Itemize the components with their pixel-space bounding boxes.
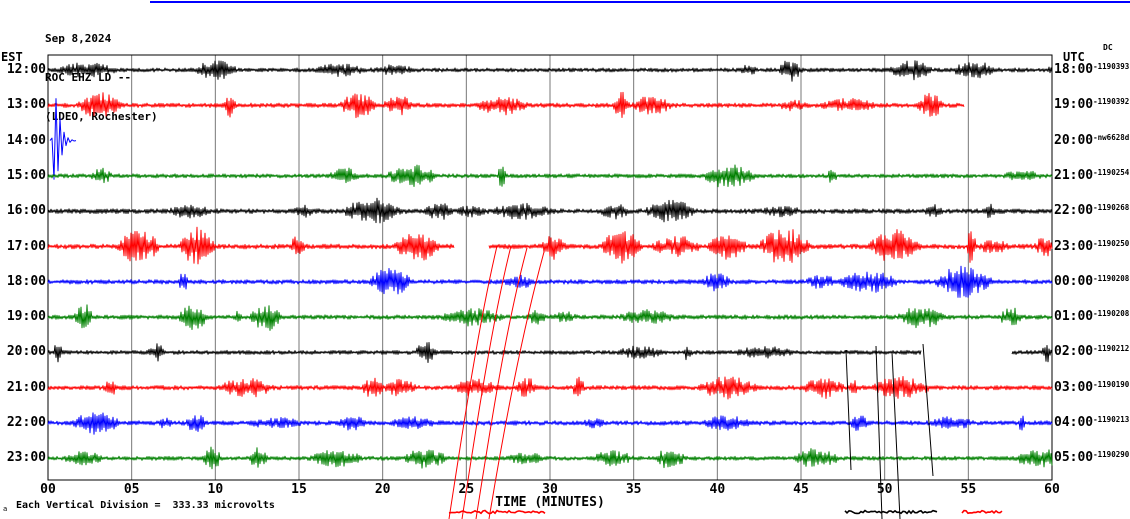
overflow-line	[475, 247, 528, 519]
header-station: ROC EHZ LD --	[45, 71, 132, 84]
event-tag: -1190208	[1093, 309, 1130, 319]
event-tag: -1190392	[1093, 97, 1130, 107]
event-tag: -nw6628d	[1093, 132, 1130, 142]
event-tag: -1190212	[1093, 344, 1130, 354]
x-tick-40: 40	[709, 482, 726, 497]
utc-label-02:00: 02:00-1190212	[1054, 344, 1129, 360]
est-label-23:00: 23:00	[6, 450, 46, 466]
event-tag: -1190290	[1093, 450, 1130, 460]
est-label-14:00: 14:00	[6, 132, 46, 148]
overflow-line	[461, 245, 512, 519]
utc-label-04:00: 04:00-1190213	[1054, 415, 1129, 431]
trace-18:00	[47, 265, 1053, 298]
est-axis-label: EST	[1, 50, 23, 64]
header-date: Sep 8,2024	[45, 32, 112, 45]
x-tick-45: 45	[793, 482, 809, 497]
utc-time: 02:00	[1054, 344, 1094, 360]
overflow-line	[448, 245, 498, 519]
utc-label-23:00: 23:00-1190250	[1054, 239, 1129, 255]
est-label-20:00: 20:00	[6, 344, 46, 360]
overflow-line	[922, 343, 934, 477]
x-tick-35: 35	[625, 482, 642, 497]
est-label-22:00: 22:00	[6, 415, 46, 430]
trace-17:00	[488, 229, 1053, 264]
dc-label: DC	[1103, 43, 1113, 52]
x-axis-title: TIME (MINUTES)	[495, 495, 605, 510]
utc-time: 19:00	[1054, 97, 1094, 113]
est-label-15:00: 15:00	[6, 167, 46, 183]
trace-20:00	[47, 342, 922, 363]
event-tag: -1190254	[1093, 167, 1130, 177]
event-tag: -1190208	[1093, 273, 1130, 283]
trace-17:00	[47, 226, 455, 265]
x-tick-15: 15	[291, 482, 307, 497]
utc-time: 04:00	[1054, 415, 1094, 430]
trace-23:00	[47, 446, 1053, 470]
x-tick-50: 50	[876, 482, 893, 497]
utc-time: 00:00	[1054, 273, 1094, 289]
scale-note: Each Vertical Division = 333.33 microvol…	[16, 500, 275, 511]
utc-axis-label: UTC	[1063, 50, 1085, 64]
utc-label-05:00: 05:00-1190290	[1054, 450, 1129, 466]
overflow-line	[845, 349, 852, 471]
x-tick-20: 20	[374, 482, 391, 497]
utc-time: 22:00	[1054, 203, 1094, 219]
header-location: (LDEO, Rochester)	[45, 110, 158, 123]
utc-time: 03:00	[1054, 379, 1094, 395]
utc-time: 18:00	[1054, 62, 1094, 77]
x-tick-00: 00	[40, 482, 56, 497]
plot-border	[47, 54, 1053, 481]
est-label-19:00: 19:00	[6, 309, 46, 325]
trace-15:00	[47, 164, 1053, 188]
est-label-17:00: 17:00	[6, 238, 46, 254]
event-tag: -1190268	[1093, 203, 1130, 213]
utc-time: 23:00	[1054, 238, 1094, 254]
event-tag: -1190190	[1093, 379, 1130, 389]
trace-21:00	[47, 376, 1053, 400]
plot-header: Sep 8,2024 ROC EHZ LD -- (LDEO, Rocheste…	[45, 6, 158, 149]
est-label-12:00: 12:00	[6, 62, 46, 77]
est-label-21:00: 21:00	[6, 379, 46, 395]
x-tick-25: 25	[458, 482, 475, 497]
x-tick-60: 60	[1044, 482, 1060, 497]
trace-22:00	[47, 412, 1053, 435]
clipped-trace-mark	[844, 509, 938, 515]
utc-time: 05:00	[1054, 450, 1094, 466]
est-label-18:00: 18:00	[6, 273, 46, 289]
top-blue-line	[150, 1, 1130, 3]
trace-19:00	[47, 304, 1053, 331]
x-tick-10: 10	[207, 482, 224, 497]
event-tag: -1190393	[1093, 62, 1130, 71]
corner-mark: a	[3, 505, 8, 513]
x-tick-05: 05	[123, 482, 140, 497]
trace-13:00	[47, 91, 965, 119]
utc-label-21:00: 21:00-1190254	[1054, 168, 1129, 184]
x-tick-55: 55	[960, 482, 977, 497]
event-tag: -1190250	[1093, 238, 1130, 248]
utc-time: 20:00	[1054, 132, 1094, 148]
est-label-13:00: 13:00	[6, 97, 46, 113]
utc-label-22:00: 22:00-1190268	[1054, 203, 1129, 219]
utc-label-18:00: 18:00-1190393	[1054, 62, 1129, 78]
trace-16:00	[47, 197, 1053, 224]
utc-time: 21:00	[1054, 167, 1094, 183]
clipped-trace-mark	[448, 509, 546, 515]
utc-label-01:00: 01:00-1190208	[1054, 309, 1129, 325]
utc-label-03:00: 03:00-1190190	[1054, 380, 1129, 396]
clipped-trace-mark	[961, 509, 1003, 515]
utc-label-00:00: 00:00-1190208	[1054, 274, 1129, 290]
utc-label-20:00: 20:00-nw6628d	[1054, 133, 1129, 149]
overflow-line	[488, 251, 545, 519]
trace-12:00	[47, 60, 1053, 82]
est-label-16:00: 16:00	[6, 203, 46, 219]
utc-time: 01:00	[1054, 309, 1094, 325]
utc-label-19:00: 19:00-1190392	[1054, 97, 1129, 113]
x-tick-30: 30	[542, 482, 558, 497]
event-tag: -1190213	[1093, 415, 1130, 424]
trace-20:00	[1011, 345, 1053, 363]
